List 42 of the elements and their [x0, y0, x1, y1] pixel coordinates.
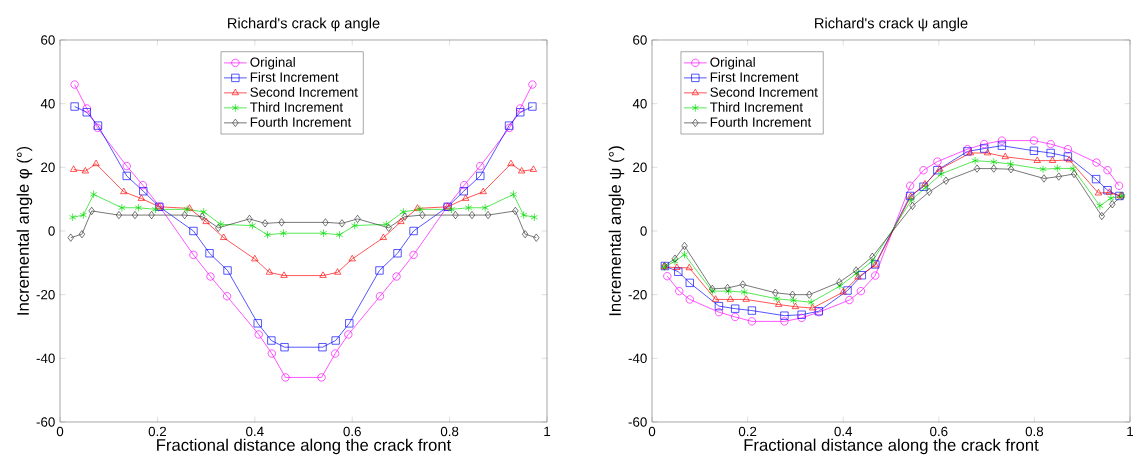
legend-label: First Increment: [710, 72, 799, 82]
y-axis-title: Incremental angle φ (°): [16, 146, 33, 315]
x-tick-label: 0.2: [738, 426, 757, 437]
legend-label: Original: [250, 57, 295, 70]
legend-label: Third Increment: [710, 102, 803, 112]
legend-label: Third Increment: [250, 102, 344, 112]
x-tick-label: 0.6: [343, 426, 361, 437]
legend-label: Fourth Increment: [250, 117, 352, 127]
legend-label: First Increment: [250, 72, 339, 82]
y-tick-label: 40: [40, 98, 55, 109]
x-axis-title: Fractional distance along the crack front: [157, 438, 452, 455]
y-tick-label: -60: [36, 417, 55, 427]
chart-title: Richard's crack φ angle: [228, 17, 380, 32]
y-tick-label: 60: [633, 35, 647, 45]
y-axis-title: Incremental angle ψ (°): [608, 146, 625, 316]
y-tick-label: 60: [41, 35, 55, 45]
x-tick-label: 0.4: [834, 426, 853, 437]
x-tick-label: 1: [544, 426, 551, 436]
y-tick-label: -40: [36, 353, 55, 364]
y-tick-label: 40: [632, 98, 647, 109]
x-axis-title: Fractional distance along the crack front: [744, 438, 1039, 455]
y-tick-label: -60: [628, 417, 647, 427]
legend-label: Second Increment: [250, 87, 358, 97]
y-tick-label: 0: [640, 226, 647, 236]
x-tick-label: 0: [56, 426, 64, 437]
x-tick-label: 0.6: [930, 426, 948, 437]
x-tick-label: 0.2: [148, 426, 167, 437]
y-tick-label: 20: [633, 162, 647, 173]
chart-title: Richard's crack ψ angle: [815, 17, 968, 32]
y-tick-label: -20: [628, 289, 647, 300]
y-tick-label: 0: [48, 226, 55, 236]
x-tick-label: 0.4: [246, 426, 264, 437]
y-tick-label: -40: [628, 353, 647, 364]
x-tick-label: 0.8: [440, 426, 459, 437]
x-tick-label: 0: [648, 426, 656, 437]
y-tick-label: -20: [36, 289, 55, 300]
y-tick-label: 20: [41, 162, 55, 173]
legend-label: Second Increment: [710, 87, 818, 97]
x-tick-label: 1: [1127, 426, 1134, 436]
legend-label: Fourth Increment: [710, 117, 812, 127]
x-tick-label: 0.8: [1025, 426, 1044, 437]
legend-label: Original: [710, 57, 755, 70]
